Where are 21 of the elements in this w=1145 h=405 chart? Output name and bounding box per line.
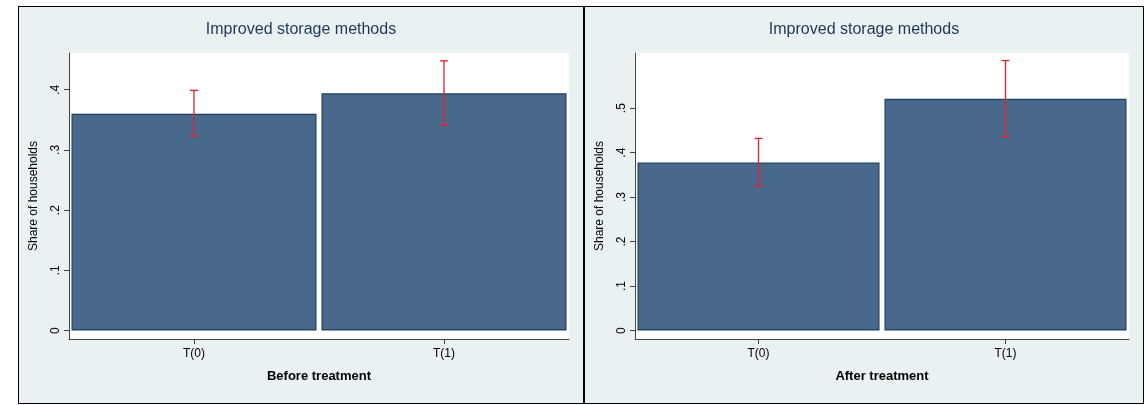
y-tick-label: 0: [614, 326, 628, 334]
y-tick-label: .4: [48, 84, 62, 95]
x-tick-label: T(1): [994, 346, 1017, 360]
y-tick-label: .3: [48, 144, 62, 155]
y-tick-label: 0: [48, 326, 62, 334]
x-axis-title: After treatment: [835, 368, 930, 383]
y-tick-label: .1: [48, 265, 62, 276]
y-tick-label: .2: [614, 236, 628, 247]
y-tick-label: .5: [614, 102, 628, 114]
x-tick-label: T(0): [747, 346, 770, 360]
y-axis-title: Share of households: [592, 140, 606, 252]
y-tick-label: .3: [614, 191, 628, 203]
chart-title: Improved storage methods: [205, 19, 397, 37]
y-tick-label: .2: [48, 204, 62, 216]
y-tick-label: .1: [614, 280, 628, 292]
chart-title: Improved storage methods: [768, 19, 960, 37]
x-axis-title: Before treatment: [266, 368, 372, 383]
y-axis-title: Share of households: [26, 140, 40, 252]
y-tick-label: .4: [614, 147, 628, 158]
x-tick-label: T(1): [433, 346, 455, 360]
x-tick-label: T(0): [183, 346, 205, 360]
